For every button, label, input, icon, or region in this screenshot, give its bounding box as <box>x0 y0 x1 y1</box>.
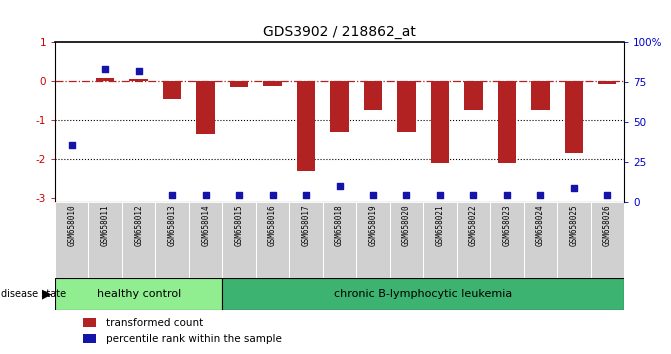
Text: transformed count: transformed count <box>106 318 203 327</box>
Point <box>501 192 512 198</box>
Bar <box>498 81 516 163</box>
Text: GSM658014: GSM658014 <box>201 204 210 246</box>
Bar <box>163 81 181 99</box>
Bar <box>256 202 289 278</box>
Bar <box>89 202 122 278</box>
Bar <box>356 202 390 278</box>
Bar <box>397 81 415 132</box>
Text: GSM658012: GSM658012 <box>134 204 143 246</box>
Point <box>468 192 479 198</box>
Text: ▶: ▶ <box>42 287 52 300</box>
Point <box>401 192 412 198</box>
Text: GSM658010: GSM658010 <box>67 204 76 246</box>
Point <box>100 66 111 72</box>
Text: GSM658015: GSM658015 <box>235 204 244 246</box>
Point <box>368 192 378 198</box>
Bar <box>96 78 115 81</box>
Point <box>602 192 613 198</box>
Bar <box>222 278 624 310</box>
Point <box>66 143 77 148</box>
Bar <box>423 202 457 278</box>
Point <box>334 183 345 189</box>
Bar <box>330 81 349 132</box>
Text: GSM658021: GSM658021 <box>435 204 444 246</box>
Bar <box>83 334 96 343</box>
Text: healthy control: healthy control <box>97 289 180 299</box>
Bar <box>598 81 617 84</box>
Point <box>134 68 144 74</box>
Bar <box>230 81 248 87</box>
Bar <box>323 202 356 278</box>
Point <box>435 192 446 198</box>
Text: GSM658019: GSM658019 <box>368 204 378 246</box>
Text: GSM658020: GSM658020 <box>402 204 411 246</box>
Point <box>167 192 178 198</box>
Bar <box>130 79 148 81</box>
Point <box>301 192 311 198</box>
Bar <box>122 202 156 278</box>
Bar <box>564 81 583 153</box>
Bar <box>156 202 189 278</box>
Bar <box>557 202 590 278</box>
Point <box>267 192 278 198</box>
Bar <box>55 278 222 310</box>
Text: GSM658023: GSM658023 <box>503 204 511 246</box>
Point <box>234 192 244 198</box>
Bar <box>590 202 624 278</box>
Bar <box>364 81 382 110</box>
Bar <box>222 202 256 278</box>
Text: GSM658018: GSM658018 <box>335 204 344 246</box>
Bar <box>490 202 523 278</box>
Bar <box>197 81 215 134</box>
Text: GSM658026: GSM658026 <box>603 204 612 246</box>
Text: GSM658017: GSM658017 <box>301 204 311 246</box>
Text: GSM658025: GSM658025 <box>569 204 578 246</box>
Bar <box>523 202 557 278</box>
Bar <box>55 202 89 278</box>
Point <box>568 185 579 191</box>
Bar <box>531 81 550 110</box>
Bar <box>457 202 490 278</box>
Bar <box>464 81 482 110</box>
Text: GSM658016: GSM658016 <box>268 204 277 246</box>
Bar <box>264 81 282 86</box>
Bar <box>189 202 222 278</box>
Text: GSM658022: GSM658022 <box>469 204 478 246</box>
Bar <box>289 202 323 278</box>
Text: percentile rank within the sample: percentile rank within the sample <box>106 334 282 344</box>
Text: GSM658013: GSM658013 <box>168 204 176 246</box>
Bar <box>297 81 315 171</box>
Bar <box>390 202 423 278</box>
Text: GSM658024: GSM658024 <box>536 204 545 246</box>
Bar <box>83 318 96 327</box>
Text: GSM658011: GSM658011 <box>101 204 110 246</box>
Point <box>535 192 546 198</box>
Text: GDS3902 / 218862_at: GDS3902 / 218862_at <box>263 25 416 39</box>
Point <box>200 192 211 198</box>
Text: chronic B-lymphocytic leukemia: chronic B-lymphocytic leukemia <box>334 289 513 299</box>
Text: disease state: disease state <box>1 289 66 299</box>
Bar <box>431 81 449 163</box>
